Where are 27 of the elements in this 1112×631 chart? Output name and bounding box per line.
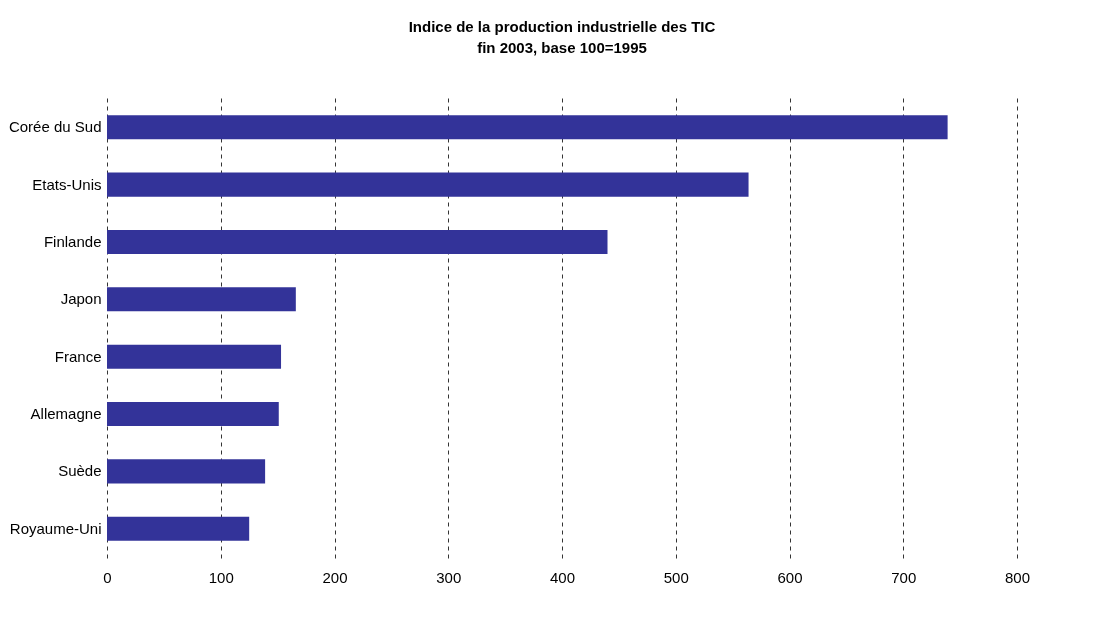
y-tick-label: Allemagne xyxy=(30,405,102,423)
x-tick-label: 500 xyxy=(663,568,689,586)
bar xyxy=(107,229,608,255)
bar xyxy=(107,401,279,427)
y-tick-label: France xyxy=(54,347,102,365)
y-tick-label: Finlande xyxy=(43,232,102,250)
x-tick-label: 200 xyxy=(322,568,348,586)
x-tick-label: 0 xyxy=(103,568,112,586)
x-tick-label: 300 xyxy=(436,568,462,586)
chart-title: Indice de la production industrielle des TIC xyxy=(408,18,716,35)
x-tick-label: 400 xyxy=(549,568,576,586)
x-tick-label: 700 xyxy=(891,568,917,586)
bar xyxy=(107,115,948,140)
bar xyxy=(107,344,282,369)
y-tick-label: Corée du Sud xyxy=(8,118,102,136)
y-tick-label: Suède xyxy=(58,462,102,480)
y-tick-label: Royaume-Uni xyxy=(9,519,102,537)
x-tick-label: 100 xyxy=(208,568,234,586)
bar xyxy=(107,459,266,484)
x-tick-label: 600 xyxy=(777,568,803,586)
bar xyxy=(107,172,749,197)
bar xyxy=(107,287,296,312)
bar xyxy=(107,516,250,541)
y-tick-label: Japon xyxy=(60,290,102,308)
y-tick-label: Etats-Unis xyxy=(32,175,102,193)
x-tick-label: 800 xyxy=(1004,568,1031,586)
chart-subtitle: fin 2003, base 100=1995 xyxy=(477,39,647,56)
